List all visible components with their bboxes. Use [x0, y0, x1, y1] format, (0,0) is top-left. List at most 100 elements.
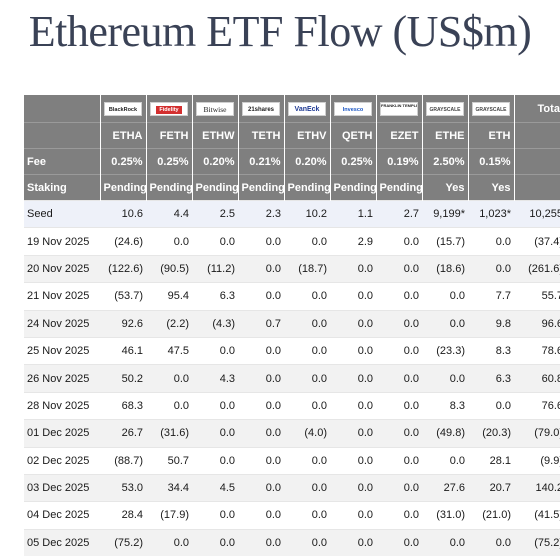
- ticker-header: EZET: [375, 122, 422, 149]
- flow-value: 0.0: [192, 446, 238, 475]
- staking-value: Pending: [191, 174, 238, 201]
- staking-value: Yes: [467, 174, 514, 201]
- flow-value: 95.4: [146, 282, 192, 311]
- flow-value: 0.0: [376, 473, 422, 502]
- staking-value: Pending: [237, 174, 284, 201]
- issuer-logo-cell: Fidelity: [145, 95, 192, 123]
- flow-value: 0.0: [330, 501, 376, 530]
- flow-value: 0.0: [238, 419, 284, 448]
- total-value: (9.9): [514, 446, 560, 475]
- flow-value: 4.3: [192, 364, 238, 393]
- vaneck-logo: VanEck: [288, 101, 326, 116]
- fee-value: [513, 148, 560, 175]
- staking-value: Pending: [329, 174, 376, 201]
- ticker-header: QETH: [329, 122, 376, 149]
- issuer-logo-row: BlackRock Fidelity Bitwise 21shares VanEck In…: [24, 95, 560, 123]
- row-label: Fee: [24, 148, 100, 175]
- flow-value: 0.0: [330, 364, 376, 393]
- flow-value: 0.0: [330, 391, 376, 420]
- flow-value: (24.6): [100, 227, 146, 256]
- row-date-label: 03 Dec 2025: [24, 473, 100, 502]
- total-value: (37.4): [514, 227, 560, 256]
- table-row: 05 Dec 2025 (75.2) 0.0 0.0 0.0 0.0 0.0 0.0 0.0 0.…: [24, 528, 560, 556]
- flow-value: 0.0: [376, 364, 422, 393]
- flow-value: 92.6: [100, 309, 146, 338]
- flow-value: 0.0: [468, 254, 514, 283]
- flow-value: 0.0: [376, 391, 422, 420]
- flow-value: 8.3: [468, 336, 514, 365]
- flow-value: 68.3: [100, 391, 146, 420]
- flow-value: (18.7): [284, 254, 330, 283]
- flow-value: 50.2: [100, 364, 146, 393]
- ticker-header: ETHV: [283, 122, 330, 149]
- flow-value: 8.3: [422, 391, 468, 420]
- staking-value: Yes: [421, 174, 468, 201]
- row-label: Staking: [24, 174, 100, 201]
- flow-value: 0.0: [284, 528, 330, 556]
- flow-value: 0.0: [330, 336, 376, 365]
- row-date-label: 01 Dec 2025: [24, 419, 100, 448]
- total-value: (79.0): [514, 419, 560, 448]
- flow-value: 20.7: [468, 473, 514, 502]
- ticker-header: ETH: [467, 122, 514, 149]
- corner-cell: [24, 95, 100, 123]
- flow-value: 0.0: [284, 446, 330, 475]
- ticker-header: TETH: [237, 122, 284, 149]
- flow-value: 0.0: [330, 446, 376, 475]
- flow-value: 1,023*: [468, 199, 514, 228]
- flow-value: (4.0): [284, 419, 330, 448]
- flow-value: 0.0: [284, 227, 330, 256]
- flow-value: 0.0: [146, 528, 192, 556]
- row-date-label: Seed: [24, 199, 100, 228]
- issuer-logo-cell: GRAYSCALE: [467, 95, 514, 123]
- flow-value: 0.0: [422, 446, 468, 475]
- row-date-label: 26 Nov 2025: [24, 364, 100, 393]
- flow-value: 0.0: [192, 227, 238, 256]
- staking-value: [513, 174, 560, 201]
- issuer-logo-cell: VanEck: [283, 95, 330, 123]
- flow-value: 2.7: [376, 199, 422, 228]
- total-value: 60.8: [514, 364, 560, 393]
- flow-value: 50.7: [146, 446, 192, 475]
- staking-value: Pending: [375, 174, 422, 201]
- corner-cell: [24, 122, 100, 149]
- flow-value: 2.9: [330, 227, 376, 256]
- issuer-logo-cell: Invesco: [329, 95, 376, 123]
- flow-value: 0.0: [284, 336, 330, 365]
- flow-value: (2.2): [146, 309, 192, 338]
- flow-value: 1.1: [330, 199, 376, 228]
- flow-value: 0.0: [376, 282, 422, 311]
- table-row: 26 Nov 2025 50.2 0.0 4.3 0.0 0.0 0.0 0.0 0.0 6.3 6…: [24, 364, 560, 393]
- flow-value: 0.0: [330, 309, 376, 338]
- 21shares-logo: 21shares: [242, 101, 280, 116]
- flow-value: 2.3: [238, 199, 284, 228]
- row-date-label: 20 Nov 2025: [24, 254, 100, 283]
- flow-value: 0.0: [238, 391, 284, 420]
- etf-flow-table: BlackRock Fidelity Bitwise 21shares VanEck In…: [24, 95, 560, 556]
- flow-value: 0.0: [330, 528, 376, 556]
- flow-value: 0.0: [146, 391, 192, 420]
- flow-value: 0.0: [238, 364, 284, 393]
- flow-value: 0.0: [330, 254, 376, 283]
- fee-value: 0.25%: [329, 148, 376, 175]
- flow-value: 46.1: [100, 336, 146, 365]
- flow-value: 0.0: [284, 391, 330, 420]
- table-row: 02 Dec 2025 (88.7) 50.7 0.0 0.0 0.0 0.0 0.0 0.0 2…: [24, 446, 560, 475]
- seed-row: Seed 10.6 4.4 2.5 2.3 10.2 1.1 2.7 9,199* 1,023* 1…: [24, 199, 560, 228]
- ticker-header-blank: [513, 122, 560, 149]
- flow-value: (31.0): [422, 501, 468, 530]
- row-date-label: 28 Nov 2025: [24, 391, 100, 420]
- flow-value: 0.0: [284, 364, 330, 393]
- flow-value: 28.4: [100, 501, 146, 530]
- flow-value: 0.0: [376, 528, 422, 556]
- flow-value: 0.0: [146, 227, 192, 256]
- ticker-row: ETHA FETH ETHW TETH ETHV QETH EZET ETHE ETH: [24, 122, 560, 149]
- flow-value: 34.4: [146, 473, 192, 502]
- flow-value: 0.0: [238, 254, 284, 283]
- flow-value: (122.6): [100, 254, 146, 283]
- table-row: 28 Nov 2025 68.3 0.0 0.0 0.0 0.0 0.0 0.0 8.3 0.0 7…: [24, 391, 560, 420]
- flow-value: (11.2): [192, 254, 238, 283]
- flow-value: 0.0: [238, 282, 284, 311]
- flow-value: 10.2: [284, 199, 330, 228]
- flow-value: 28.1: [468, 446, 514, 475]
